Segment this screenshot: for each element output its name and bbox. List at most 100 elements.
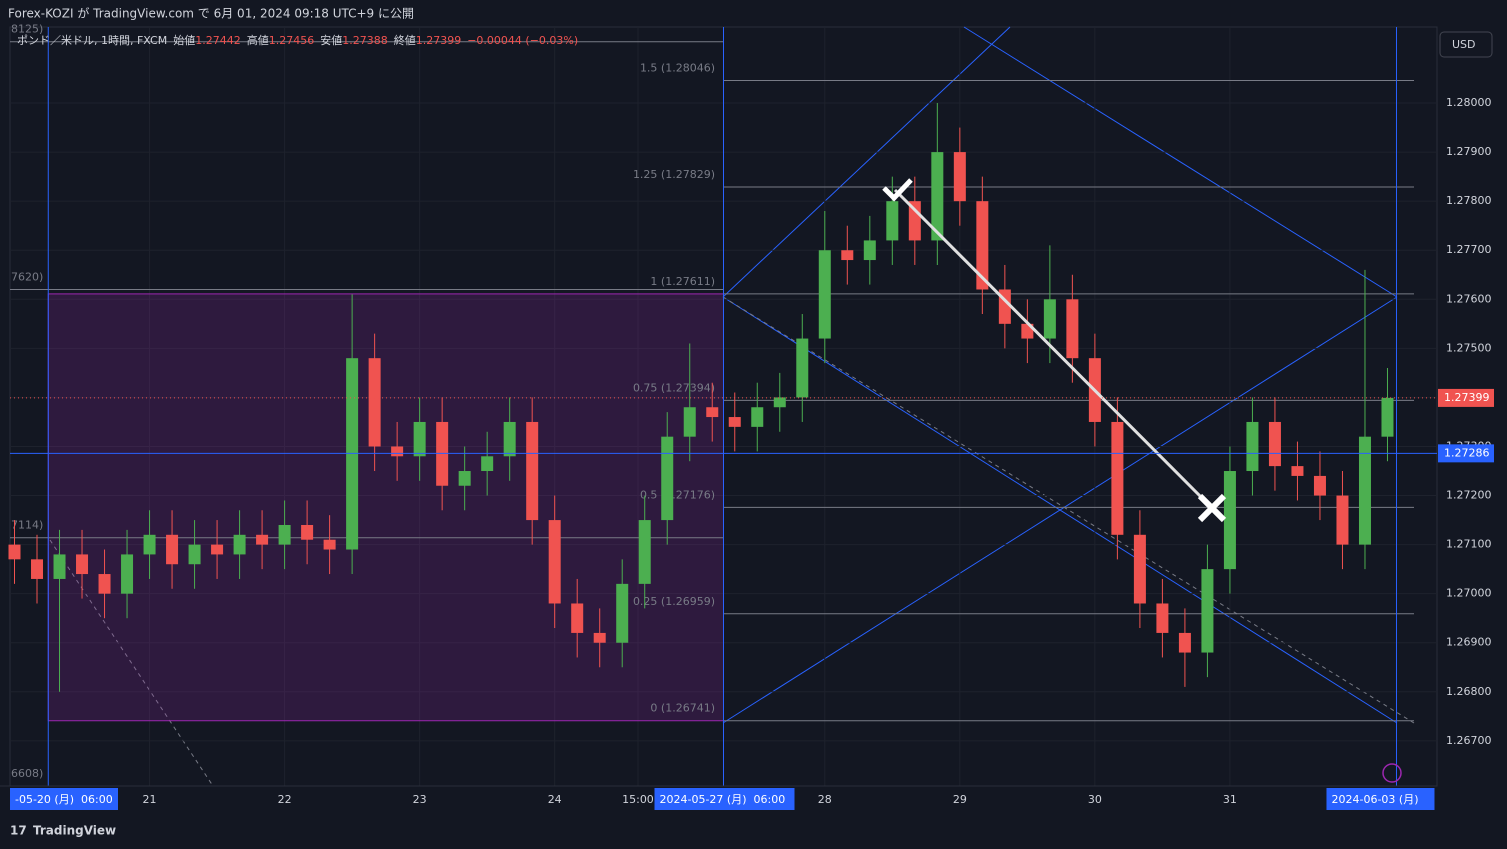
y-tick-label: 1.26800 — [1446, 685, 1492, 698]
dashed-line — [49, 539, 214, 787]
candle-body — [706, 407, 719, 418]
candle-body — [1358, 436, 1371, 545]
candle-body — [616, 583, 629, 643]
fib-label: 1.25 (1.27829) — [633, 168, 715, 181]
candle-body — [976, 201, 989, 290]
candle-body — [931, 152, 944, 241]
time-marker-box — [654, 788, 795, 810]
candle-body — [863, 240, 876, 261]
candle-body — [1223, 471, 1236, 570]
candle-body — [256, 534, 269, 545]
legend-high-label: 高値 — [247, 33, 269, 47]
candle-body — [368, 358, 381, 447]
candle-body — [413, 421, 426, 457]
alert-icon[interactable] — [1382, 763, 1402, 783]
fib-label: 1 (1.27611) — [650, 275, 715, 288]
last-price-label: 1.27399 — [1444, 391, 1490, 404]
trade-line — [893, 188, 1214, 510]
x-tick-label: 28 — [818, 793, 832, 806]
header-title: Forex-KOZI が TradingView.com で 6月 01, 20… — [8, 6, 414, 21]
candle-body — [1291, 466, 1304, 476]
y-tick-label: 1.27000 — [1446, 587, 1492, 600]
y-tick-label: 1.28000 — [1446, 96, 1492, 109]
check-icon — [882, 178, 913, 202]
fib-label: 8125) — [11, 23, 43, 36]
candle-body — [53, 554, 66, 579]
candle-body — [1066, 299, 1079, 359]
candle-body — [1246, 421, 1259, 472]
legend-change: −0.00044 (−0.03%) — [467, 34, 578, 47]
candle-body — [76, 554, 89, 575]
fib-label: 6608) — [11, 767, 43, 780]
y-tick-label: 1.27800 — [1446, 194, 1492, 207]
fib-label: 7620) — [11, 270, 43, 283]
time-marker-box — [1326, 788, 1435, 810]
candle-body — [548, 520, 561, 604]
candle-body — [751, 407, 764, 427]
x-tick-label: 23 — [413, 793, 427, 806]
y-tick-label: 1.27200 — [1446, 489, 1492, 502]
candle-body — [1043, 299, 1056, 339]
legend-symbol: ポンド／米ドル, 1時間, FXCM — [17, 34, 167, 47]
legend-close-label: 終値 — [394, 33, 416, 47]
time-marker-label: 2024-06-03 (月) — [1331, 793, 1418, 806]
candle-body — [593, 632, 606, 643]
candle-body — [728, 417, 741, 427]
candle-body — [818, 250, 831, 339]
candle-body — [278, 524, 291, 545]
time-marker-label: -05-20 (月) 06:00 — [15, 793, 113, 806]
fib-label: 0.25 (1.26959) — [633, 595, 715, 608]
candle-body — [143, 534, 156, 555]
logo-icon: 17 — [10, 824, 27, 838]
y-tick-label: 1.27700 — [1446, 243, 1492, 256]
candle-body — [98, 574, 111, 594]
candle-body — [1336, 495, 1349, 545]
legend: ポンド／米ドル, 1時間, FXCM 始値1.27442 高値1.27456 安値1.… — [17, 33, 578, 47]
x-tick-label: 24 — [548, 793, 562, 806]
x-tick-label: 22 — [278, 793, 292, 806]
legend-open: 1.27442 — [195, 34, 241, 47]
candle-body — [1156, 603, 1169, 633]
candle-body — [841, 250, 854, 261]
candle-body — [301, 524, 314, 540]
candle-body — [1313, 475, 1326, 496]
fib-label: 0.75 (1.27394) — [633, 381, 715, 394]
y-tick-label: 1.26900 — [1446, 636, 1492, 649]
legend-close: 1.27399 — [416, 34, 462, 47]
candle-body — [661, 436, 674, 521]
fib-label: 1.5 (1.28046) — [640, 61, 715, 74]
candle-body — [1111, 421, 1124, 535]
candle-body — [571, 603, 584, 633]
candle-body — [796, 338, 809, 398]
y-tick-label: 1.27100 — [1446, 538, 1492, 551]
price-box — [1438, 444, 1494, 463]
range-box — [47, 293, 724, 722]
x-tick-label: 30 — [1088, 793, 1102, 806]
x-tick-label: 21 — [143, 793, 157, 806]
h-line-label: 1.27286 — [1444, 446, 1490, 459]
legend-low-label: 安値 — [320, 33, 342, 47]
cross-icon — [1197, 493, 1227, 523]
drawings — [10, 26, 1437, 787]
candle-body — [121, 554, 134, 594]
y-tick-label: 1.26700 — [1446, 734, 1492, 747]
candle-body — [1178, 632, 1191, 653]
fib-label: 7114) — [11, 519, 43, 532]
gann-line — [722, 26, 1011, 298]
currency: USD — [1452, 38, 1476, 51]
candle-body — [233, 534, 246, 555]
candle-body — [1201, 569, 1214, 653]
candle-body — [188, 544, 201, 565]
header-bar — [0, 0, 1507, 27]
candle-body — [683, 407, 696, 437]
fib-label: 0.5 (1.27176) — [640, 488, 715, 501]
candle-body — [503, 421, 516, 457]
candle-body — [391, 446, 404, 457]
fib-label: 0 (1.26741) — [650, 702, 715, 715]
legend-open-label: 始値 — [173, 33, 195, 47]
gann-line — [963, 26, 1398, 298]
gann-line — [722, 296, 1398, 724]
currency-button[interactable] — [1439, 31, 1493, 58]
